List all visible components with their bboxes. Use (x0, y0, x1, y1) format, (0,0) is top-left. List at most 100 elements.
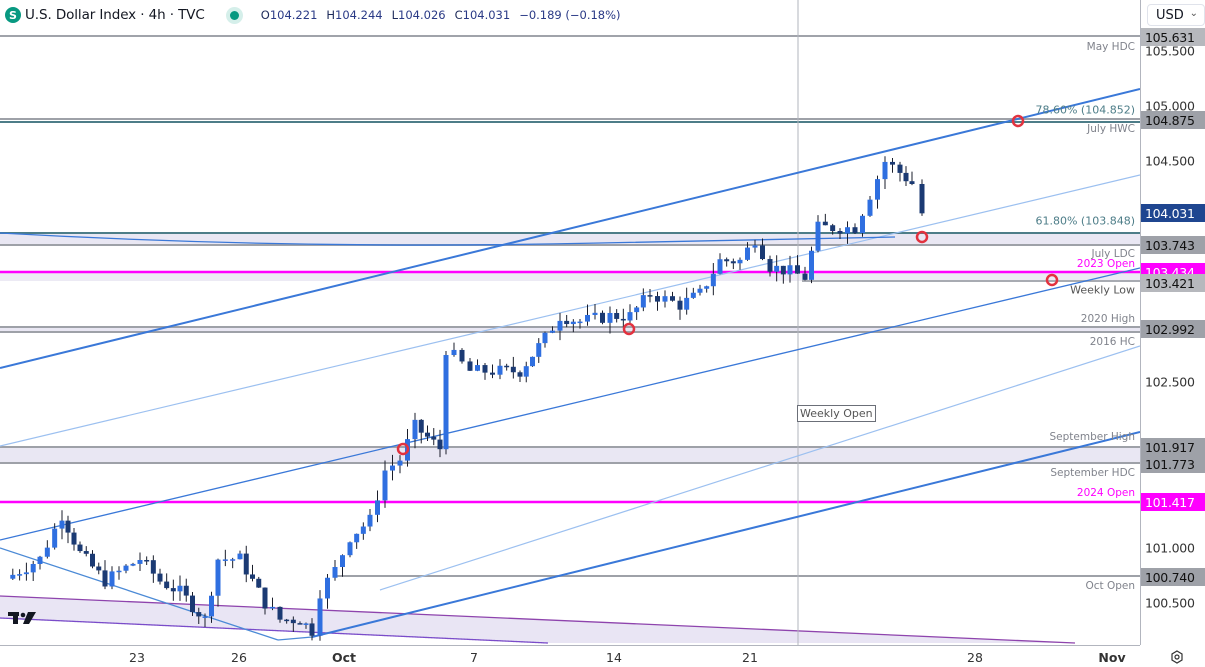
candle (710, 273, 716, 287)
candle (822, 221, 828, 226)
time-tick: 23 (129, 650, 145, 665)
candle (577, 321, 583, 324)
candle (752, 245, 758, 248)
channel-lower-line (311, 431, 1140, 638)
time-tick: Nov (1098, 650, 1126, 665)
candle (360, 526, 366, 534)
candle (347, 542, 353, 556)
change-value: −0.189 (−0.18%) (519, 8, 621, 22)
symbol-logo-icon[interactable]: S (5, 7, 21, 23)
candle (620, 318, 626, 321)
gear-icon[interactable] (1170, 650, 1184, 664)
time-tick: 7 (470, 650, 478, 665)
weekly-low-label: Weekly Low (1070, 283, 1135, 297)
candle (190, 595, 195, 613)
marker-circle (396, 442, 410, 456)
market-status-icon[interactable] (229, 10, 239, 20)
july-ldc-zone (0, 233, 1140, 245)
weekly-open-label: Weekly Open (797, 405, 876, 422)
ohlc-legend: O104.221 H104.244 L104.026 C104.031 −0.1… (261, 8, 621, 22)
candle (536, 343, 542, 357)
may-hdc-label: May HDC (1086, 41, 1135, 53)
candle (23, 572, 29, 575)
candle (523, 366, 529, 377)
price-tick: 105.500 (1145, 43, 1195, 59)
high-value: 104.244 (335, 8, 383, 22)
currency-value: USD (1156, 7, 1184, 23)
candlestick-series (10, 156, 925, 641)
candle (71, 532, 77, 545)
marker-circle (915, 230, 929, 244)
candle (760, 245, 765, 260)
candle (717, 259, 723, 274)
candle (116, 570, 122, 573)
candle (77, 544, 83, 552)
candle (340, 555, 345, 568)
candle (607, 312, 613, 323)
candle (780, 265, 786, 275)
candle (65, 520, 71, 533)
candle (497, 365, 503, 375)
candle (250, 574, 255, 579)
oct-open-price-badge: 100.740 (1141, 568, 1205, 586)
july-ldc-price-badge: 103.743 (1141, 236, 1205, 254)
time-tick: 21 (742, 650, 758, 665)
candle (196, 612, 202, 617)
candle (504, 365, 510, 368)
candle (815, 221, 821, 251)
candle (284, 619, 290, 622)
2023-open-label: 2023 Open (1076, 258, 1135, 270)
september-high-price-badge: 101.917 (1141, 438, 1205, 456)
candle (557, 320, 563, 331)
pitchfork-handle-line (0, 547, 279, 641)
chevron-down-icon: ⌄ (1189, 8, 1198, 19)
2020-zone (0, 327, 1140, 332)
july-hwc-price-badge: 104.875 (1141, 111, 1205, 129)
candle (354, 533, 360, 543)
time-axis[interactable]: 23 26 Oct 7 14 21 28 Nov (0, 645, 1140, 667)
candle (451, 349, 457, 356)
currency-selector[interactable]: USD ⌄ (1147, 4, 1205, 26)
candle (397, 460, 403, 466)
tradingview-logo-icon[interactable] (8, 611, 40, 627)
candle (256, 578, 262, 588)
trend-curve-line (0, 232, 896, 246)
candle (670, 296, 675, 301)
candle (431, 436, 437, 440)
price-axis[interactable]: 105.500 105.000 104.500 102.500 101.000 … (1140, 0, 1205, 645)
candle (437, 439, 443, 450)
candle (724, 259, 730, 262)
candle (867, 199, 873, 216)
candle (517, 372, 523, 377)
candle (297, 623, 303, 625)
candle (83, 551, 89, 554)
2020-high-price-badge: 102.992 (1141, 320, 1205, 338)
marker-circle (622, 322, 636, 336)
candle (270, 606, 275, 609)
channel-upper-mid-line (0, 174, 1140, 447)
candle (215, 559, 221, 596)
candle (730, 261, 736, 264)
chart-canvas[interactable] (0, 0, 1140, 645)
candle (230, 559, 236, 561)
candle (627, 312, 633, 321)
candle (418, 419, 424, 433)
open-value: 104.221 (269, 8, 318, 22)
symbol-title[interactable]: U.S. Dollar Index · 4h · TVC (25, 7, 205, 23)
candle (164, 581, 170, 589)
candle (96, 566, 102, 571)
candle (585, 314, 590, 322)
july-hwc-label: July HWC (1087, 123, 1135, 135)
2024-open-label: 2024 Open (1076, 487, 1135, 499)
candle (303, 623, 309, 625)
candle (875, 179, 880, 200)
candle (222, 559, 228, 561)
candle (774, 265, 780, 272)
candle (150, 560, 156, 574)
high-label: H (326, 8, 336, 22)
candle (10, 574, 16, 579)
pitchfork-base-line (277, 636, 313, 641)
candle (830, 225, 836, 232)
oct-open-label: Oct Open (1085, 580, 1135, 592)
candle (802, 273, 808, 280)
